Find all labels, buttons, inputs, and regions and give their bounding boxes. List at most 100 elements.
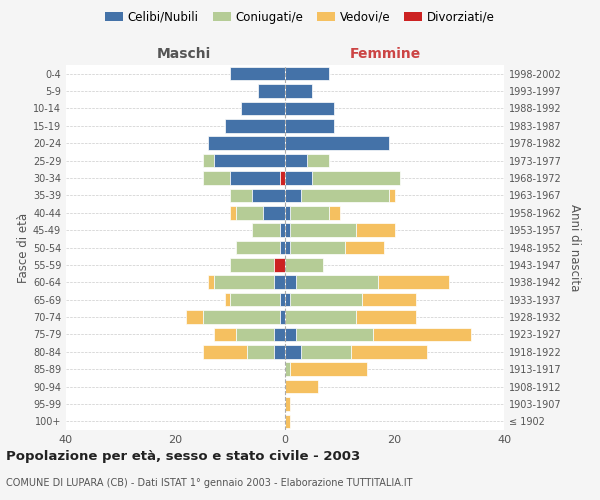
Bar [285, 276, 296, 289]
Y-axis label: Fasce di età: Fasce di età [17, 212, 30, 282]
Bar [187, 310, 203, 324]
Bar [230, 188, 252, 202]
Bar [225, 293, 285, 306]
Bar [263, 206, 285, 220]
Bar [230, 258, 274, 272]
Bar [274, 276, 285, 289]
Bar [236, 240, 285, 254]
Bar [203, 171, 230, 185]
Bar [290, 206, 329, 220]
Bar [280, 293, 285, 306]
Bar [225, 119, 285, 132]
Bar [280, 293, 285, 306]
Bar [285, 414, 290, 428]
Bar [230, 67, 285, 80]
Text: COMUNE DI LUPARA (CB) - Dati ISTAT 1° gennaio 2003 - Elaborazione TUTTITALIA.IT: COMUNE DI LUPARA (CB) - Dati ISTAT 1° ge… [6, 478, 413, 488]
Bar [285, 328, 296, 341]
Bar [208, 136, 285, 150]
Bar [285, 102, 334, 115]
Bar [203, 310, 285, 324]
Bar [280, 224, 285, 237]
Bar [225, 293, 230, 306]
Bar [389, 188, 395, 202]
Bar [263, 206, 285, 220]
Bar [214, 154, 285, 168]
Bar [285, 188, 301, 202]
Bar [296, 276, 378, 289]
Bar [225, 119, 285, 132]
Bar [280, 224, 285, 237]
Bar [307, 154, 329, 168]
Bar [274, 276, 285, 289]
Bar [214, 276, 285, 289]
Bar [203, 171, 285, 185]
Bar [280, 310, 285, 324]
Legend: Celibi/Nubili, Coniugati/e, Vedovi/e, Divorziati/e: Celibi/Nubili, Coniugati/e, Vedovi/e, Di… [100, 6, 500, 28]
Bar [225, 119, 285, 132]
Bar [203, 345, 247, 358]
Bar [230, 206, 285, 220]
Bar [252, 224, 285, 237]
Bar [252, 188, 285, 202]
Bar [230, 258, 285, 272]
Bar [290, 240, 345, 254]
Bar [285, 258, 323, 272]
Bar [230, 258, 285, 272]
Bar [285, 362, 290, 376]
Bar [257, 84, 285, 98]
Bar [356, 224, 395, 237]
Bar [290, 362, 367, 376]
Bar [252, 224, 280, 237]
Text: Popolazione per età, sesso e stato civile - 2003: Popolazione per età, sesso e stato civil… [6, 450, 360, 463]
Y-axis label: Anni di nascita: Anni di nascita [568, 204, 581, 291]
Bar [230, 171, 285, 185]
Bar [274, 328, 285, 341]
Bar [203, 345, 285, 358]
Bar [257, 84, 285, 98]
Bar [362, 293, 416, 306]
Bar [241, 102, 285, 115]
Text: Maschi: Maschi [157, 48, 211, 62]
Bar [313, 171, 400, 185]
Bar [290, 293, 362, 306]
Bar [350, 345, 427, 358]
Bar [373, 328, 471, 341]
Bar [285, 293, 290, 306]
Bar [280, 240, 285, 254]
Bar [296, 328, 373, 341]
Bar [301, 345, 351, 358]
Bar [257, 84, 285, 98]
Bar [230, 188, 285, 202]
Bar [280, 171, 285, 185]
Bar [285, 171, 313, 185]
Bar [203, 171, 285, 185]
Bar [230, 171, 280, 185]
Text: Femmine: Femmine [350, 48, 421, 62]
Bar [230, 67, 285, 80]
Bar [285, 310, 356, 324]
Bar [285, 67, 329, 80]
Bar [241, 102, 285, 115]
Bar [257, 84, 285, 98]
Bar [236, 328, 274, 341]
Bar [274, 258, 285, 272]
Bar [230, 206, 236, 220]
Bar [236, 206, 263, 220]
Bar [214, 328, 236, 341]
Bar [208, 276, 214, 289]
Bar [274, 345, 285, 358]
Bar [285, 397, 290, 410]
Bar [280, 240, 285, 254]
Bar [187, 310, 285, 324]
Bar [285, 206, 290, 220]
Bar [241, 102, 285, 115]
Bar [285, 380, 318, 394]
Bar [230, 188, 285, 202]
Bar [285, 136, 389, 150]
Bar [230, 67, 285, 80]
Bar [285, 224, 290, 237]
Bar [247, 345, 285, 358]
Bar [329, 206, 340, 220]
Bar [301, 188, 389, 202]
Bar [203, 154, 214, 168]
